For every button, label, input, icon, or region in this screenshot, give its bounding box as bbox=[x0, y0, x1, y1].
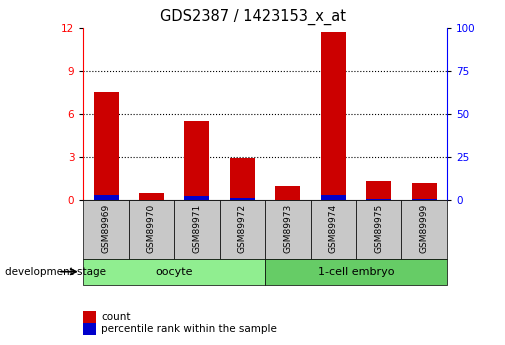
Text: GSM89999: GSM89999 bbox=[420, 204, 429, 253]
Text: GSM89969: GSM89969 bbox=[102, 204, 111, 253]
Bar bbox=[265, 259, 447, 285]
Bar bbox=[412, 183, 437, 200]
Text: 1-cell embryo: 1-cell embryo bbox=[318, 267, 394, 277]
Bar bbox=[311, 200, 356, 259]
Bar bbox=[412, 199, 437, 200]
Text: percentile rank within the sample: percentile rank within the sample bbox=[101, 324, 277, 334]
Bar bbox=[129, 200, 174, 259]
Bar bbox=[93, 92, 119, 200]
Bar bbox=[83, 200, 129, 259]
Text: GSM89974: GSM89974 bbox=[329, 204, 338, 253]
Bar bbox=[220, 200, 265, 259]
Bar bbox=[356, 200, 401, 259]
Bar bbox=[366, 199, 391, 200]
Text: GSM89971: GSM89971 bbox=[192, 204, 201, 253]
Bar bbox=[230, 198, 255, 200]
Text: GSM89975: GSM89975 bbox=[374, 204, 383, 253]
Bar bbox=[93, 195, 119, 200]
Bar bbox=[184, 196, 210, 200]
Text: GSM89970: GSM89970 bbox=[147, 204, 156, 253]
Bar bbox=[184, 121, 210, 200]
Bar bbox=[230, 158, 255, 200]
Bar bbox=[174, 200, 220, 259]
Bar bbox=[275, 186, 300, 200]
Text: GSM89972: GSM89972 bbox=[238, 204, 247, 253]
Text: GDS2387 / 1423153_x_at: GDS2387 / 1423153_x_at bbox=[160, 9, 345, 25]
Text: count: count bbox=[101, 312, 130, 322]
Bar bbox=[321, 195, 346, 200]
Text: GSM89973: GSM89973 bbox=[283, 204, 292, 253]
Bar bbox=[366, 181, 391, 200]
Bar bbox=[139, 199, 164, 200]
Bar bbox=[83, 259, 265, 285]
Bar bbox=[401, 200, 447, 259]
Text: oocyte: oocyte bbox=[156, 267, 193, 277]
Bar bbox=[265, 200, 311, 259]
Text: development stage: development stage bbox=[5, 267, 106, 277]
Bar bbox=[321, 32, 346, 200]
Bar bbox=[139, 193, 164, 200]
